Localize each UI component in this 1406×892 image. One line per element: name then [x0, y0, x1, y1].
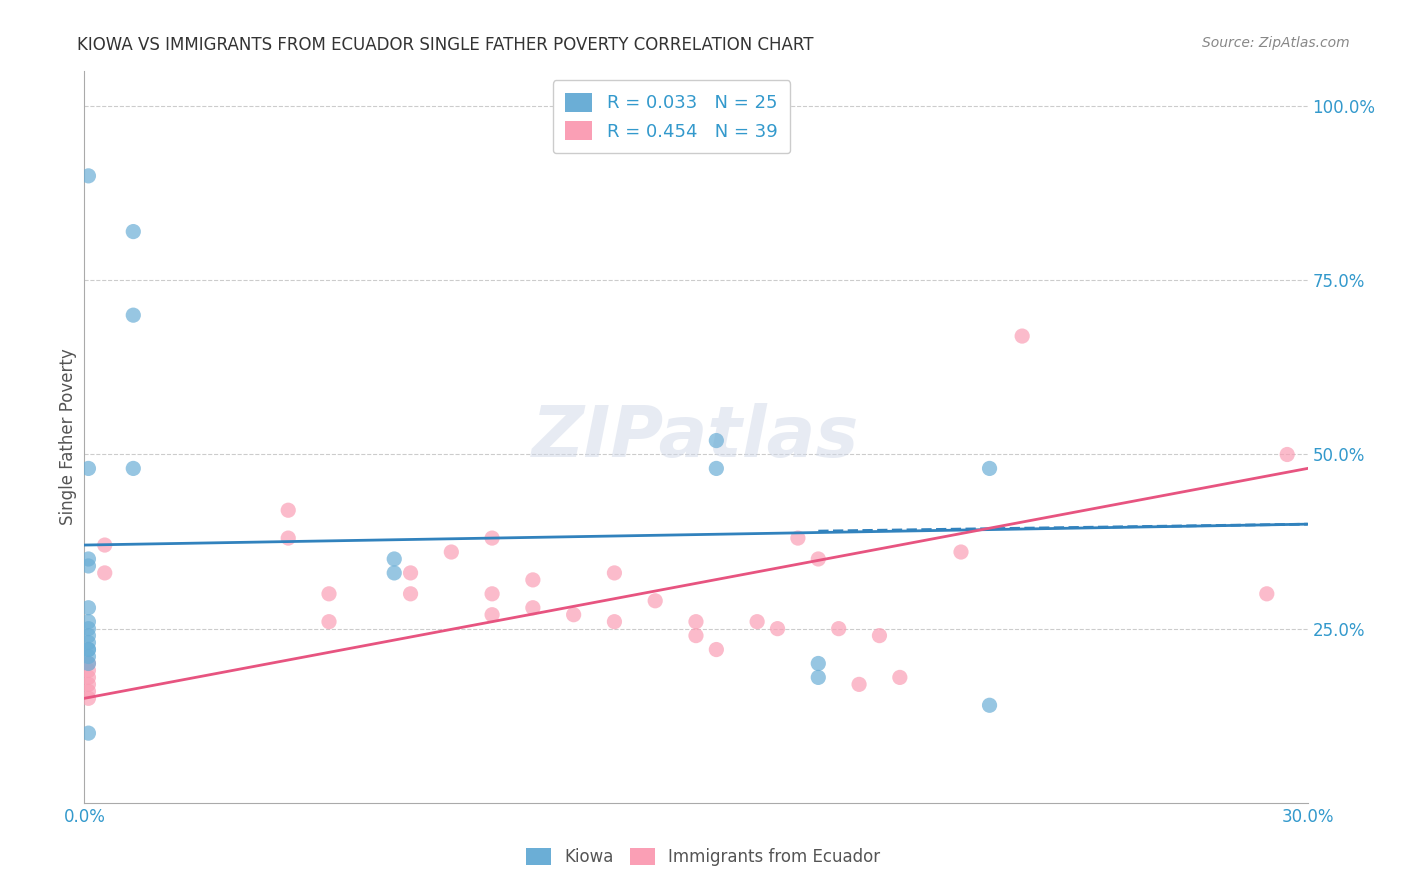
Immigrants from Ecuador — [828, 622, 851, 636]
Immigrants from Ecuador — [277, 503, 299, 517]
Kiowa — [77, 657, 100, 671]
Immigrants from Ecuador — [644, 594, 666, 608]
Text: ZIPatlas: ZIPatlas — [533, 402, 859, 472]
Immigrants from Ecuador — [77, 677, 100, 691]
Kiowa — [77, 629, 100, 643]
Immigrants from Ecuador — [848, 677, 870, 691]
Immigrants from Ecuador — [318, 615, 340, 629]
Kiowa — [979, 461, 1001, 475]
Immigrants from Ecuador — [440, 545, 463, 559]
Immigrants from Ecuador — [950, 545, 973, 559]
Kiowa — [382, 566, 405, 580]
Immigrants from Ecuador — [481, 607, 503, 622]
Kiowa — [77, 726, 100, 740]
Immigrants from Ecuador — [77, 691, 100, 706]
Kiowa — [77, 169, 100, 183]
Immigrants from Ecuador — [766, 622, 789, 636]
Kiowa — [77, 649, 100, 664]
Immigrants from Ecuador — [77, 664, 100, 678]
Immigrants from Ecuador — [1256, 587, 1278, 601]
Immigrants from Ecuador — [787, 531, 810, 545]
Kiowa — [122, 225, 145, 239]
Text: Source: ZipAtlas.com: Source: ZipAtlas.com — [1202, 36, 1350, 50]
Immigrants from Ecuador — [562, 607, 585, 622]
Immigrants from Ecuador — [481, 531, 503, 545]
Kiowa — [77, 600, 100, 615]
Immigrants from Ecuador — [93, 566, 117, 580]
Legend: R = 0.033   N = 25, R = 0.454   N = 39: R = 0.033 N = 25, R = 0.454 N = 39 — [553, 80, 790, 153]
Immigrants from Ecuador — [318, 587, 340, 601]
Immigrants from Ecuador — [481, 587, 503, 601]
Immigrants from Ecuador — [1277, 448, 1299, 462]
Immigrants from Ecuador — [807, 552, 830, 566]
Kiowa — [77, 558, 100, 573]
Kiowa — [77, 552, 100, 566]
Legend: Kiowa, Immigrants from Ecuador: Kiowa, Immigrants from Ecuador — [517, 840, 889, 875]
Kiowa — [807, 670, 830, 684]
Immigrants from Ecuador — [93, 538, 117, 552]
Kiowa — [77, 622, 100, 636]
Immigrants from Ecuador — [399, 566, 422, 580]
Kiowa — [77, 635, 100, 649]
Immigrants from Ecuador — [869, 629, 891, 643]
Immigrants from Ecuador — [603, 615, 626, 629]
Kiowa — [979, 698, 1001, 713]
Kiowa — [807, 657, 830, 671]
Y-axis label: Single Father Poverty: Single Father Poverty — [59, 349, 77, 525]
Immigrants from Ecuador — [522, 600, 544, 615]
Kiowa — [77, 461, 100, 475]
Immigrants from Ecuador — [522, 573, 544, 587]
Immigrants from Ecuador — [685, 629, 707, 643]
Immigrants from Ecuador — [1011, 329, 1033, 343]
Kiowa — [706, 434, 728, 448]
Immigrants from Ecuador — [399, 587, 422, 601]
Immigrants from Ecuador — [277, 531, 299, 545]
Kiowa — [77, 615, 100, 629]
Immigrants from Ecuador — [889, 670, 911, 684]
Text: KIOWA VS IMMIGRANTS FROM ECUADOR SINGLE FATHER POVERTY CORRELATION CHART: KIOWA VS IMMIGRANTS FROM ECUADOR SINGLE … — [77, 36, 814, 54]
Immigrants from Ecuador — [77, 657, 100, 671]
Immigrants from Ecuador — [706, 642, 728, 657]
Immigrants from Ecuador — [747, 615, 769, 629]
Kiowa — [706, 461, 728, 475]
Kiowa — [77, 642, 100, 657]
Kiowa — [382, 552, 405, 566]
Kiowa — [77, 642, 100, 657]
Kiowa — [122, 308, 145, 322]
Kiowa — [122, 461, 145, 475]
Immigrants from Ecuador — [685, 615, 707, 629]
Immigrants from Ecuador — [603, 566, 626, 580]
Immigrants from Ecuador — [77, 684, 100, 698]
Immigrants from Ecuador — [77, 670, 100, 684]
